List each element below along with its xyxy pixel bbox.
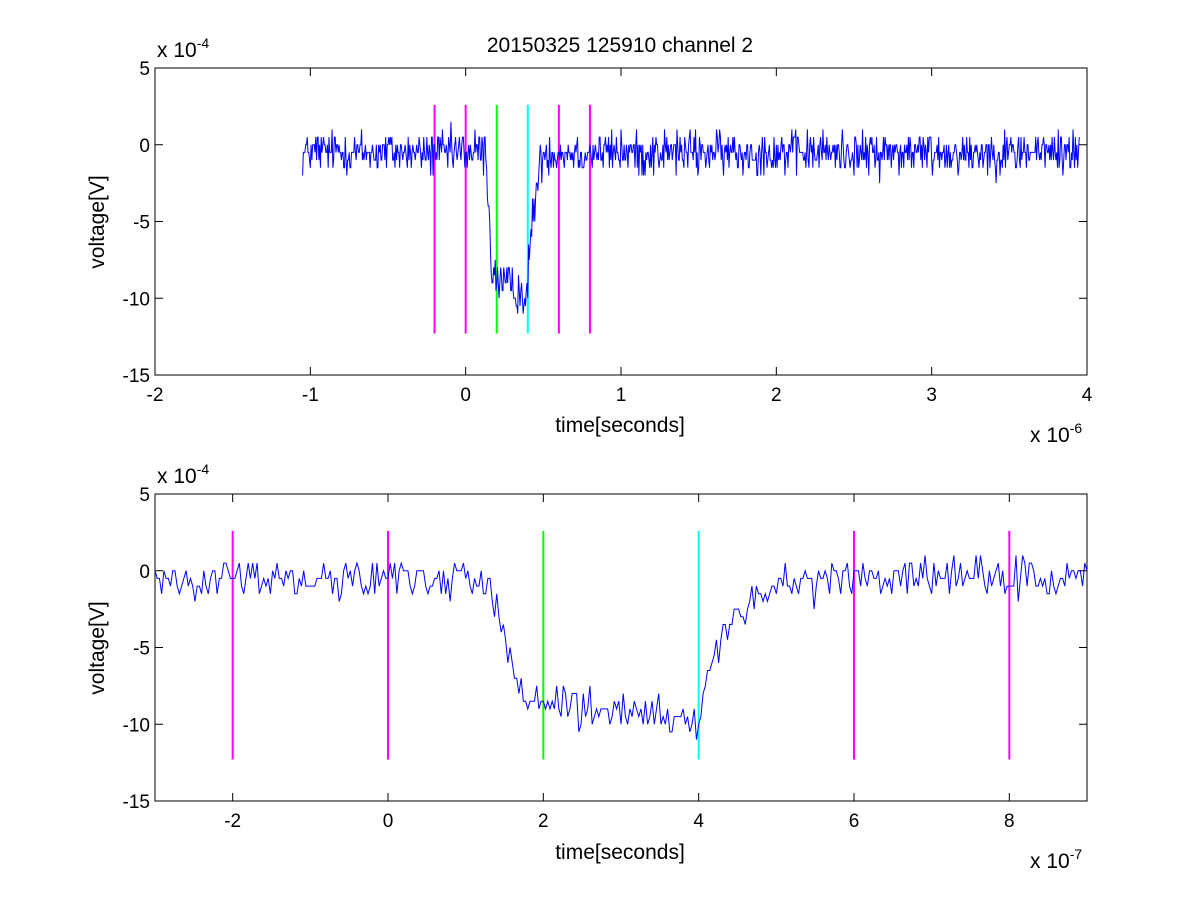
top-series-0-line — [302, 121, 1080, 314]
bottom-y-axis-label: voltage[V] — [86, 601, 109, 694]
top-x-multiplier: x 10-6 — [1030, 420, 1082, 447]
bottom-y-tick-label-1: 0 — [139, 562, 150, 583]
bottom-axes-box — [154, 493, 1088, 802]
top-ticks: -2 -1 0 1 2 3 450-5-10-15 — [123, 59, 1093, 406]
bottom-y-tick-label-2: -5 — [133, 639, 150, 660]
top-vertical-markers — [433, 104, 591, 334]
bottom-y-tick-label-3: -10 — [123, 715, 150, 736]
bottom-x-tick-label-5: 8 — [1004, 811, 1015, 832]
bottom-x-tick-label-1: 0 — [383, 811, 394, 832]
bottom-vertical-markers — [231, 530, 1011, 760]
top-y-axis-label: voltage[V] — [86, 175, 109, 268]
bottom-x-multiplier: x 10-7 — [1030, 846, 1082, 873]
top-x-tick-label-1: -1 — [302, 385, 319, 406]
top-x-tick-label-4: 2 — [771, 385, 782, 406]
top-y-tick-label-1: 0 — [139, 136, 150, 157]
top-subplot: 20150325 125910 channel 2 -2 -1 0 1 2 3 450-5-… — [86, 34, 1093, 447]
top-signal-trace — [302, 121, 1080, 314]
top-x-tick-label-0: -2 — [147, 385, 164, 406]
top-x-tick-label-5: 3 — [926, 385, 937, 406]
bottom-y-tick-label-0: 5 — [139, 485, 150, 506]
top-axes-box — [154, 67, 1088, 376]
top-y-tick-label-4: -15 — [123, 366, 150, 387]
bottom-series-0-line — [154, 555, 1088, 740]
bottom-y-tick-label-4: -15 — [123, 792, 150, 813]
bottom-ticks: -2 0 2 4 6 8 5 0 -5 -10 -15 — [123, 485, 1087, 832]
top-x-tick-label-6: 4 — [1082, 385, 1093, 406]
bottom-x-axis-label: time[seconds] — [555, 841, 685, 864]
top-y-tick-label-3: -10 — [123, 289, 150, 310]
bottom-x-tick-label-3: 4 — [693, 811, 704, 832]
top-y-multiplier: x 10-4 — [157, 35, 209, 62]
top-x-axis-label: time[seconds] — [555, 414, 685, 437]
bottom-x-tick-label-0: -2 — [224, 811, 241, 832]
top-x-tick-label-2: 0 — [460, 385, 471, 406]
bottom-y-multiplier: x 10-4 — [157, 461, 209, 488]
top-y-tick-label-0: 5 — [139, 59, 150, 80]
chart-title: 20150325 125910 channel 2 — [487, 34, 753, 57]
top-x-tick-label-3: 1 — [616, 385, 627, 406]
bottom-x-tick-label-4: 6 — [849, 811, 860, 832]
bottom-x-tick-label-2: 2 — [538, 811, 549, 832]
top-y-tick-label-2: -5 — [133, 213, 150, 234]
bottom-signal-trace — [154, 555, 1088, 740]
bottom-subplot: -2 0 2 4 6 8 5 0 -5 -10 -15 time[seconds] voltage[… — [86, 461, 1088, 873]
